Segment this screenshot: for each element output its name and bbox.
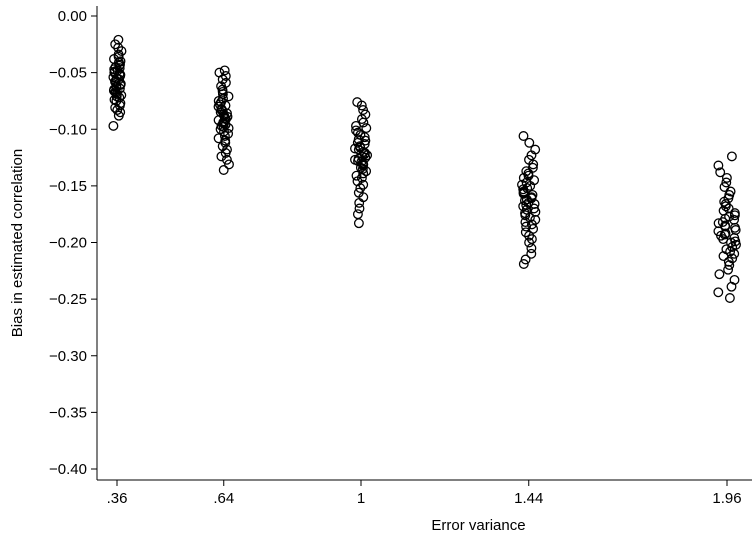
data-point [523,197,534,208]
data-point [724,260,735,271]
data-point [354,197,365,208]
data-point [518,131,529,141]
data-point [358,179,369,190]
data-point [720,201,731,212]
data-point [727,253,738,264]
data-point [520,217,531,228]
data-point [361,123,372,134]
y-tick-label: 0.00 [58,8,87,25]
data-points [108,34,741,303]
data-point [213,133,224,144]
data-point [727,242,738,252]
data-point [518,259,529,269]
x-tick-label: .36 [107,490,128,507]
data-point [713,160,724,171]
data-point [521,221,532,232]
data-point [715,167,726,178]
data-point [223,91,234,102]
data-point [223,128,234,139]
y-axis-title: Bias in estimated correlation [9,149,26,337]
data-point [524,237,535,248]
y-tick-label: −0.15 [49,178,87,195]
axes: 0.00 −0.05 −0.10 −0.15 −0.20 −0.25 −0.30 −0.35 −… [49,6,752,507]
data-point [218,165,229,175]
y-tick-label: −0.35 [49,404,87,421]
x-tick-label: 1 [357,490,365,507]
data-point [721,172,732,183]
data-point [216,151,227,162]
data-point [116,46,127,57]
data-point [528,159,539,170]
data-point [112,105,123,115]
data-point [354,203,365,214]
data-point [109,94,120,105]
data-point [358,160,369,171]
data-point [524,137,535,148]
data-point [108,120,119,131]
data-point [719,229,730,240]
x-axis-title: Error variance [431,517,525,534]
data-point [350,143,360,154]
y-tick-label: −0.25 [49,291,87,308]
data-point [526,248,537,259]
y-tick-label: −0.40 [49,461,87,478]
data-point [217,74,228,85]
data-point [356,100,367,111]
x-tick-label: .64 [213,490,234,507]
data-point [520,227,531,238]
data-point [730,236,741,247]
data-point [352,127,363,138]
data-point [524,230,535,241]
data-point [353,218,364,229]
y-tick-label: −0.10 [49,121,87,138]
data-point [351,170,362,181]
data-point [115,56,126,67]
data-point [729,210,740,221]
y-tick-label: −0.20 [49,235,87,252]
data-point [526,243,537,254]
data-point [726,151,737,162]
data-point [723,256,734,267]
data-point [718,251,729,262]
data-point [219,131,230,141]
y-tick-label: −0.05 [49,65,87,82]
data-point [113,110,124,121]
data-point [352,176,363,187]
data-point [520,210,531,221]
data-point [224,159,234,170]
x-tick-label: 1.44 [514,490,543,507]
data-point [526,219,537,230]
data-point [221,154,232,165]
data-point [520,254,531,265]
y-tick-label: −0.30 [49,348,87,365]
data-point [713,287,724,298]
data-point [219,65,230,76]
data-point [721,177,732,188]
x-tick-label: 1.96 [712,490,741,507]
data-point [530,206,541,217]
data-point [351,120,361,131]
data-point [359,132,370,143]
data-point [220,71,231,81]
data-point [521,166,532,177]
data-point [352,209,363,220]
data-point [213,115,224,126]
data-point [726,281,737,292]
data-point [362,150,373,161]
data-point [110,39,121,50]
data-point [355,183,366,194]
data-point [723,264,734,275]
data-point [358,168,369,179]
data-point [724,293,735,303]
data-point [220,112,230,123]
data-point [729,248,740,259]
data-point [355,162,366,173]
data-point [714,269,725,280]
